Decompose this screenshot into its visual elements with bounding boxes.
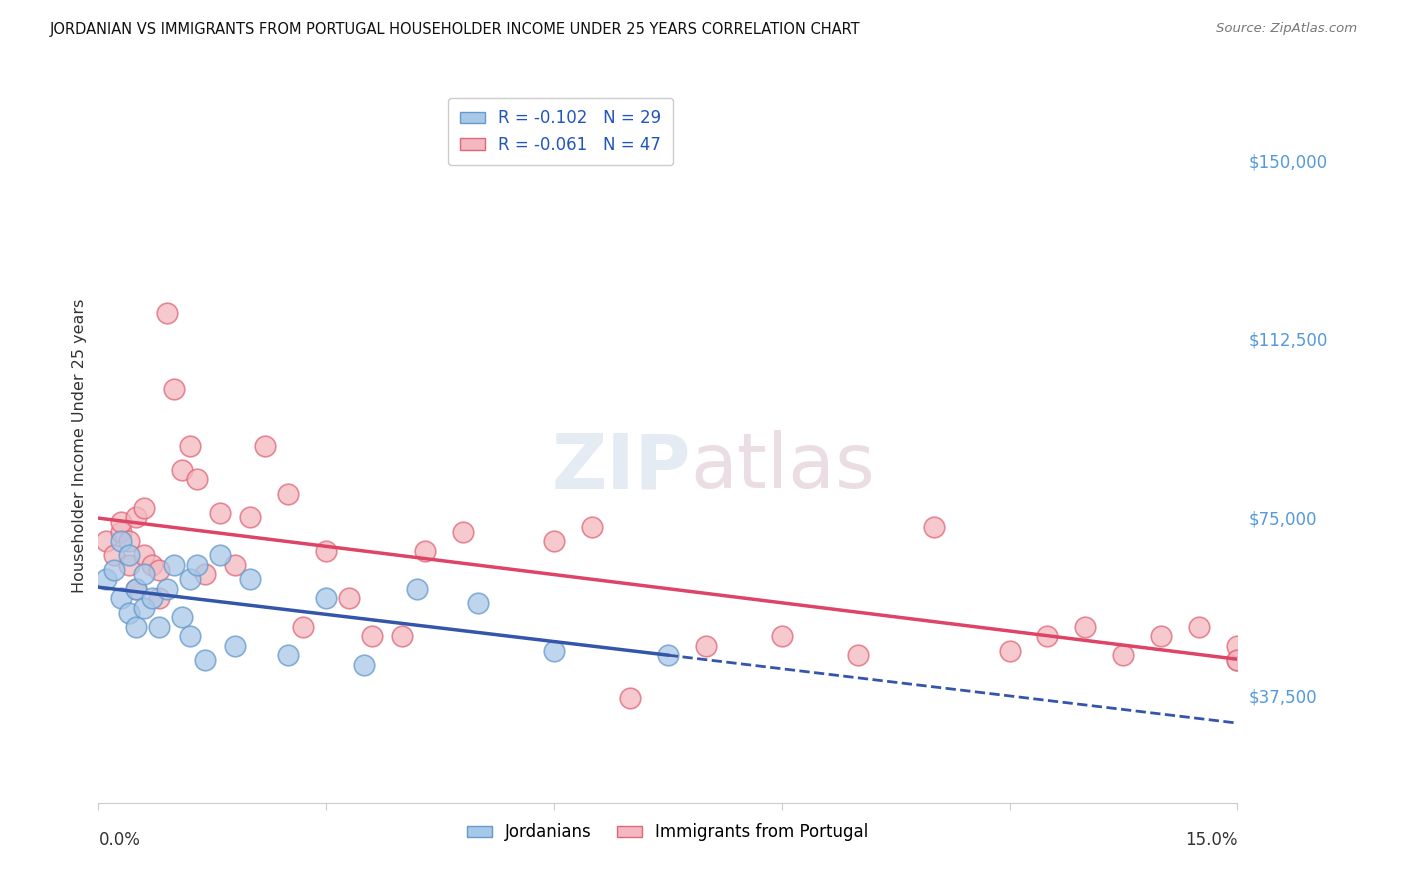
Point [110, 524, 132, 539]
Point [94, 572, 117, 586]
Point [94, 534, 117, 549]
Point [581, 520, 603, 534]
Point [179, 572, 201, 586]
Point [118, 549, 141, 563]
Point [125, 582, 148, 596]
Point [543, 643, 565, 657]
Point [148, 620, 170, 634]
Point [132, 567, 155, 582]
Point [413, 543, 436, 558]
Point [1036, 629, 1059, 643]
Text: 0.0%: 0.0% [98, 831, 141, 849]
Point [224, 558, 246, 572]
Point [239, 510, 262, 524]
Point [1150, 629, 1173, 643]
Point [360, 629, 382, 643]
Point [110, 591, 132, 606]
Point [179, 439, 201, 453]
Point [1188, 620, 1211, 634]
Point [103, 549, 125, 563]
Point [695, 639, 717, 653]
Point [239, 572, 262, 586]
Point [315, 591, 337, 606]
Point [132, 500, 155, 515]
Point [315, 543, 337, 558]
Text: JORDANIAN VS IMMIGRANTS FROM PORTUGAL HOUSEHOLDER INCOME UNDER 25 YEARS CORRELAT: JORDANIAN VS IMMIGRANTS FROM PORTUGAL HO… [49, 22, 860, 37]
Point [1074, 620, 1097, 634]
Point [132, 600, 155, 615]
Point [179, 629, 201, 643]
Point [110, 534, 132, 549]
Point [1226, 639, 1249, 653]
Point [125, 582, 148, 596]
Point [170, 610, 193, 624]
Point [1226, 653, 1249, 667]
Point [277, 648, 299, 663]
Point [125, 620, 148, 634]
Point [170, 463, 193, 477]
Text: ZIP: ZIP [551, 431, 690, 504]
Point [103, 563, 125, 577]
Point [846, 648, 869, 663]
Point [998, 643, 1021, 657]
Point [254, 439, 277, 453]
Point [132, 549, 155, 563]
Point [141, 591, 163, 606]
Point [156, 306, 179, 320]
Point [163, 558, 186, 572]
Point [141, 558, 163, 572]
Point [922, 520, 945, 534]
Point [292, 620, 315, 634]
Point [125, 510, 148, 524]
Legend: Jordanians, Immigrants from Portugal: Jordanians, Immigrants from Portugal [460, 817, 876, 848]
Point [543, 534, 565, 549]
Point [148, 591, 170, 606]
Point [451, 524, 474, 539]
Point [186, 558, 208, 572]
Y-axis label: Householder Income Under 25 years: Householder Income Under 25 years [72, 299, 87, 593]
Text: Source: ZipAtlas.com: Source: ZipAtlas.com [1216, 22, 1357, 36]
Point [353, 657, 375, 672]
Point [186, 472, 208, 486]
Point [110, 515, 132, 529]
Point [118, 558, 141, 572]
Text: 15.0%: 15.0% [1185, 831, 1237, 849]
Point [118, 606, 141, 620]
Point [770, 629, 793, 643]
Point [1226, 653, 1249, 667]
Point [118, 534, 141, 549]
Point [163, 382, 186, 396]
Text: atlas: atlas [690, 431, 876, 504]
Point [406, 582, 429, 596]
Point [194, 653, 217, 667]
Point [208, 549, 231, 563]
Point [148, 563, 170, 577]
Point [391, 629, 413, 643]
Point [337, 591, 360, 606]
Point [1112, 648, 1135, 663]
Point [224, 639, 246, 653]
Point [657, 648, 679, 663]
Point [467, 596, 489, 610]
Point [619, 691, 641, 706]
Point [156, 582, 179, 596]
Point [194, 567, 217, 582]
Point [208, 506, 231, 520]
Point [277, 486, 299, 500]
